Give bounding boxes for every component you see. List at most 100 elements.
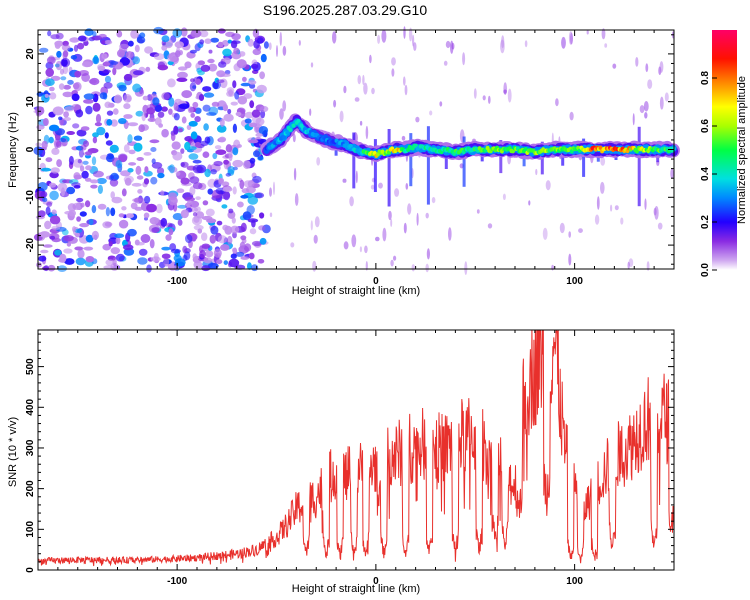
spectrogram-noise-blob: [127, 228, 137, 237]
spectrogram-faint-streak: [370, 184, 375, 190]
spectrogram-noise-blob: [206, 218, 217, 224]
spectrogram-faint-streak: [403, 76, 406, 86]
spectrogram-noise-blob: [223, 190, 231, 201]
figure-title: S196.2025.287.03.29.G10: [263, 2, 427, 18]
spectrogram-noise-blob: [44, 220, 52, 230]
spectrogram-noise-blob: [230, 225, 240, 234]
spectrogram-noise-blob: [138, 248, 148, 256]
spectrogram-faint-streak: [439, 101, 443, 107]
spectrogram-noise-blob: [82, 160, 89, 165]
spectrogram-faint-streak: [643, 101, 649, 112]
spectrogram-noise-blob: [55, 140, 62, 148]
spectrogram-faint-streak: [644, 112, 648, 119]
spectrogram-faint-streak: [535, 168, 538, 176]
spectrogram-noise-blob: [118, 154, 128, 163]
spectrogram-noise-blob: [66, 186, 76, 195]
spectrogram-noise-blob: [172, 151, 183, 161]
spectrogram-noise-blob: [161, 106, 168, 112]
spectrogram-faint-streak: [653, 207, 657, 216]
spectrogram-faint-streak: [600, 157, 606, 166]
spectrogram-noise-blob: [45, 157, 53, 163]
spectrogram-noise-blob: [54, 249, 62, 256]
spectrogram-noise-blob: [184, 196, 195, 202]
spectrogram-noise-blob: [125, 51, 134, 59]
spectrogram-noise-blob: [232, 247, 237, 253]
spectrogram-faint-streak: [349, 196, 354, 207]
spectrogram-noise-blob: [238, 51, 246, 57]
spectrogram-noise-blob: [84, 200, 91, 208]
spectrogram-noise-blob: [108, 240, 113, 247]
spectrogram-noise-blob: [228, 208, 234, 214]
spectrogram-noise-blob: [97, 184, 103, 194]
spectrogram-faint-streak: [647, 79, 653, 89]
spectrogram-faint-streak: [351, 234, 357, 248]
spectrogram-faint-streak: [407, 203, 412, 215]
spectrogram-faint-streak: [357, 75, 362, 85]
x-tick-label: -100: [167, 276, 187, 287]
spectrogram-noise-blob: [63, 84, 71, 90]
spectrogram-noise-blob: [63, 235, 74, 242]
spectrogram-noise-blob: [188, 120, 198, 127]
spectrogram-ridge-cell: [296, 118, 301, 124]
spectrogram-noise-blob: [259, 71, 265, 80]
spectrogram-faint-streak: [425, 263, 429, 273]
spectrogram-noise-blob: [184, 136, 194, 142]
spectrogram-noise-blob: [255, 133, 263, 137]
spectrogram-noise-blob: [132, 56, 140, 65]
spectrogram-noise-blob: [205, 250, 214, 258]
spectrogram-noise-blob: [62, 91, 73, 98]
spectrogram-noise-blob: [149, 217, 159, 225]
spectrogram-noise-blob: [161, 253, 171, 259]
spectrogram-noise-blob: [54, 40, 64, 47]
spectrogram-noise-blob: [121, 188, 127, 197]
y-tick-label: 0: [25, 146, 36, 152]
spectrogram-noise-blob: [177, 71, 188, 79]
spectrogram-faint-streak: [610, 204, 613, 212]
snr-y-label: SNR (10 * v/v): [7, 417, 19, 487]
spectrogram-faint-streak: [269, 187, 272, 197]
spectrogram-faint-streak: [476, 209, 480, 214]
spectrogram-noise-blob: [73, 44, 79, 52]
spectrogram-noise-blob: [113, 94, 123, 104]
spectrogram-noise-blob: [85, 234, 94, 243]
spectrogram-faint-streak: [309, 108, 312, 116]
spectrogram-faint-streak: [604, 43, 608, 48]
spectrogram-noise-blob: [181, 90, 193, 99]
spectrogram-noise-blob: [200, 64, 211, 72]
spectrogram-noise-blob: [210, 37, 219, 43]
colorbar-gradient: [712, 30, 737, 270]
spectrogram-faint-streak: [578, 228, 583, 234]
spectrogram-noise-blob: [202, 200, 209, 206]
spectrogram-noise-blob: [99, 92, 107, 100]
x-tick-label: 0: [373, 576, 379, 587]
spectrogram-noise-blob: [92, 102, 101, 112]
spectrogram-noise-blob: [248, 252, 255, 260]
spectrogram-noise-blob: [249, 157, 256, 164]
spectrogram-faint-streak: [332, 31, 337, 44]
spectrogram-faint-streak: [664, 92, 669, 102]
spectrogram-noise-blob: [232, 147, 239, 156]
spectrogram-noise-blob: [110, 247, 121, 255]
spectrogram-ridge: [260, 113, 680, 207]
spectrogram-faint-streak: [364, 245, 368, 254]
spectrogram-noise-blob: [36, 262, 42, 268]
spectrogram-noise-blob: [221, 204, 228, 209]
spectrogram-noise-blob: [76, 129, 87, 137]
spectrogram-noise-blob: [137, 189, 143, 194]
x-tick-label: 100: [566, 576, 583, 587]
spectrogram-faint-streak: [408, 27, 413, 42]
spectrogram-faint-streak: [359, 246, 362, 253]
spectrogram-noise-blob: [61, 187, 65, 197]
spectrogram-noise-blob: [109, 178, 119, 187]
spectrogram-noise-blob: [203, 92, 215, 98]
spectrogram-noise-blob: [161, 92, 170, 100]
spectrogram-noise-blob: [259, 212, 265, 219]
spectrogram-noise-blob: [247, 38, 254, 47]
spectrogram-noise-blob: [190, 131, 198, 140]
spectrogram-noise-blob: [74, 70, 82, 78]
spectrogram-faint-streak: [381, 29, 387, 43]
spectrogram-faint-streak: [568, 231, 571, 238]
spectrogram-noise-blob: [41, 140, 48, 149]
spectrogram-faint-streak: [365, 125, 369, 140]
spectrogram-noise-blob: [89, 179, 99, 184]
